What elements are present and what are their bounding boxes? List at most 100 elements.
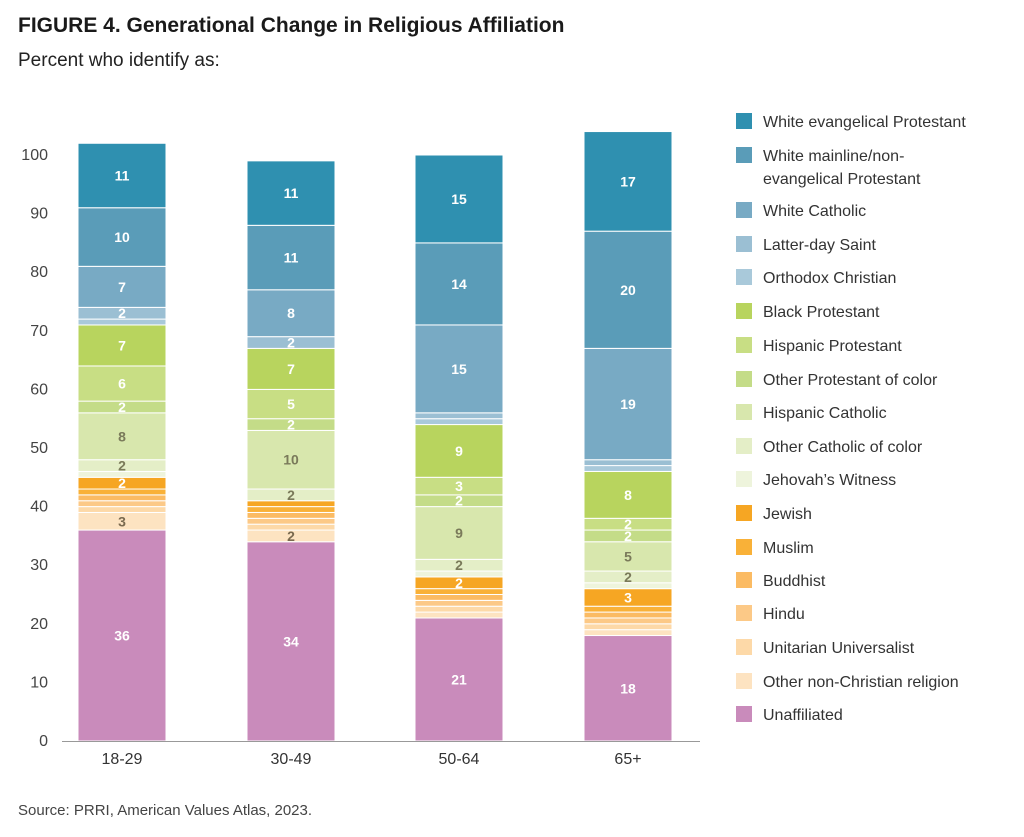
data-label: 2 [118,305,126,321]
data-label: 36 [114,628,130,644]
y-tick-label: 100 [21,147,48,164]
data-label: 8 [624,487,632,503]
legend-swatch [736,539,752,555]
data-label: 10 [283,452,299,468]
bar-segment [246,347,336,390]
bar-segment [583,541,673,572]
bar-segment [77,529,167,742]
data-label: 20 [620,282,636,298]
data-label: 17 [620,173,636,189]
y-tick-label: 90 [30,206,48,223]
x-tick-label: 50-64 [439,751,480,768]
legend-label: Hispanic Catholic [763,405,887,422]
y-tick-label: 80 [30,264,48,281]
data-label: 18 [620,680,636,696]
data-label: 2 [118,399,126,415]
data-label: 2 [624,528,632,544]
data-label: 10 [114,229,130,245]
data-label: 2 [455,493,463,509]
data-label: 15 [451,191,467,207]
bar-segment [246,506,336,513]
x-tick-label: 65+ [614,751,641,768]
bar-segment [414,324,504,414]
bar-segment [77,324,167,367]
data-label: 8 [118,428,126,444]
bar-segment [583,465,673,472]
bar-segment [414,599,504,607]
data-label: 5 [624,548,632,564]
bar-segment [77,142,167,209]
bar-segment [583,470,673,519]
y-tick-label: 10 [30,674,48,691]
bar-segment [414,594,504,601]
bar-segment [414,506,504,560]
bar-segment [246,160,336,226]
data-label: 9 [455,443,463,459]
legend-label: Other Catholic of color [763,439,923,456]
y-tick-label: 60 [30,381,48,398]
chart-subtitle: Percent who identify as: [18,50,220,71]
data-label: 2 [118,458,126,474]
data-label: 21 [451,671,467,687]
stacked-bar-chart: 010203040506070809010036322826727101118-… [21,113,966,768]
legend-label: Other non-Christian religion [763,674,959,691]
data-label: 11 [115,168,130,184]
legend-swatch [736,404,752,420]
y-tick-label: 30 [30,557,48,574]
bar-segment [246,224,336,291]
x-tick-label: 18-29 [102,751,143,768]
legend-label: Unitarian Universalist [763,640,915,657]
legend-label: White evangelical Protestant [763,114,966,131]
bar-segment [583,605,673,613]
bar-segment [246,289,336,338]
data-label: 7 [118,337,126,353]
data-label: 7 [287,361,295,377]
data-label: 2 [287,417,295,433]
legend-label: Black Protestant [763,304,880,321]
legend-label: Muslim [763,540,814,557]
bar-segment [414,605,504,613]
data-label: 2 [287,487,295,503]
source-note: Source: PRRI, American Values Atlas, 202… [18,802,313,819]
legend-label: White mainline/non-evangelical Protestan… [763,148,921,188]
data-label: 2 [287,528,295,544]
data-label: 6 [118,376,126,392]
bar-segment [77,500,167,508]
legend-swatch [736,371,752,387]
legend-swatch [736,113,752,129]
bar-segment [583,629,673,637]
bar-segment [77,265,167,308]
legend-swatch [736,438,752,454]
data-label: 2 [455,575,463,591]
bar-segment [583,131,673,232]
data-label: 9 [455,525,463,541]
y-tick-label: 50 [30,440,48,457]
legend-swatch [736,147,752,163]
legend-swatch [736,269,752,285]
bar-segment [414,611,504,619]
bar-segment [246,541,336,742]
data-label: 8 [287,305,295,321]
y-tick-label: 0 [39,733,48,750]
bar-segment [77,365,167,402]
data-label: 2 [287,335,295,351]
data-label: 2 [624,516,632,532]
legend-label: Latter-day Saint [763,237,877,254]
legend-label: Orthodox Christian [763,270,896,287]
data-label: 2 [624,569,632,585]
data-label: 15 [451,361,467,377]
legend-swatch [736,706,752,722]
bar-segment [414,424,504,478]
bar-segment [583,347,673,461]
bar-segment [583,230,673,349]
data-label: 3 [624,589,632,605]
y-tick-label: 40 [30,499,48,516]
data-label: 2 [118,475,126,491]
legend-label: Jewish [763,506,812,523]
bar-segment [246,517,336,525]
legend-label: Hispanic Protestant [763,338,902,355]
data-label: 5 [287,396,295,412]
legend-swatch [736,471,752,487]
y-tick-label: 20 [30,616,48,633]
legend-label: Buddhist [763,573,826,590]
